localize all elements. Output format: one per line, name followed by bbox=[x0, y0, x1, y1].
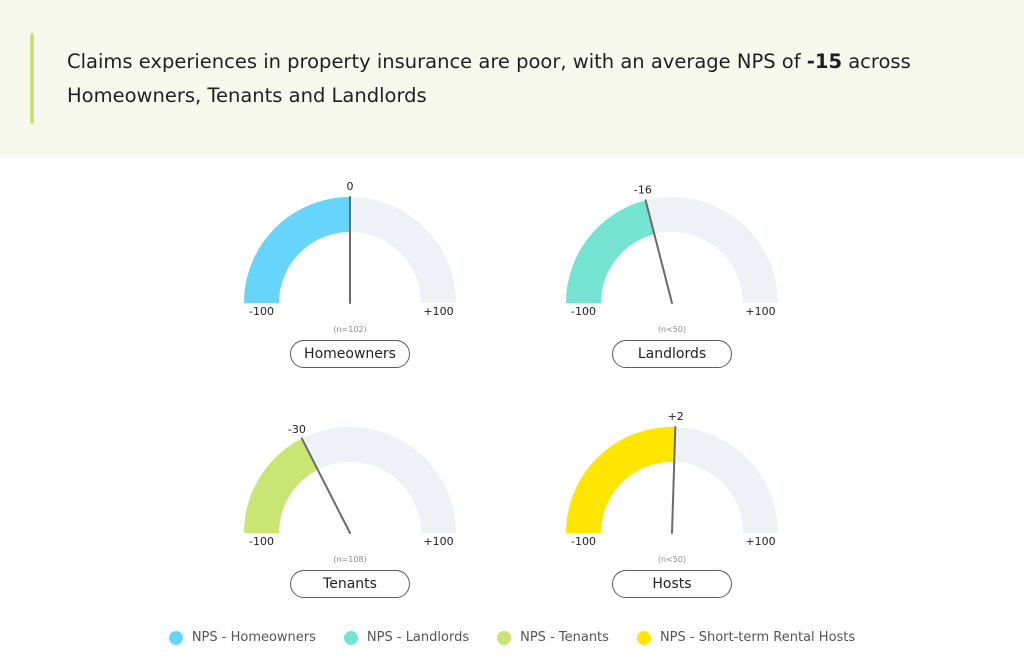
title-text-end: across Homeowners, Tenants and Landlords bbox=[67, 50, 911, 107]
gauge-fill bbox=[244, 197, 351, 304]
legend-label: NPS - Short-term Rental Hosts bbox=[659, 630, 856, 645]
page-title: Claims experiences in property insurance… bbox=[67, 45, 997, 113]
gauge-needle bbox=[300, 437, 351, 534]
gauge-min-label: -100 bbox=[571, 305, 596, 318]
gauge-hosts: +2 -100 +100 bbox=[566, 410, 778, 548]
gauge-fill bbox=[566, 200, 655, 304]
gauge-group-label: Tenants bbox=[290, 570, 410, 598]
title-text: Claims experiences in property insurance… bbox=[67, 50, 807, 73]
gauge-sample-size: (n<50) bbox=[657, 325, 687, 334]
legend-swatch bbox=[497, 630, 512, 645]
gauge-min-label: -100 bbox=[249, 535, 274, 548]
gauge-max-label: +100 bbox=[745, 535, 775, 548]
gauge-max-label: +100 bbox=[423, 305, 453, 318]
legend-label: NPS - Landlords bbox=[366, 630, 470, 645]
gauge-max-label: +100 bbox=[423, 535, 453, 548]
chart-legend: NPS - Homeowners NPS - Landlords NPS - Ten… bbox=[0, 630, 1024, 645]
legend-item: NPS - Homeowners bbox=[168, 630, 316, 645]
gauge-fill bbox=[244, 438, 319, 534]
gauge-max-label: +100 bbox=[745, 305, 775, 318]
gauge-fill bbox=[566, 427, 676, 534]
gauge-needle bbox=[671, 426, 677, 534]
gauge-group-label: Landlords bbox=[612, 340, 732, 368]
gauge-value-label: -30 bbox=[288, 423, 306, 436]
legend-swatch bbox=[636, 630, 651, 645]
gauge-value-label: -16 bbox=[634, 184, 652, 197]
gauge-min-label: -100 bbox=[571, 535, 596, 548]
gauge-sample-size: (n=108) bbox=[333, 555, 367, 564]
legend-item: NPS - Tenants bbox=[497, 630, 609, 645]
gauge-value-label: +2 bbox=[668, 410, 684, 423]
legend-swatch bbox=[168, 630, 183, 645]
gauge-value-label: 0 bbox=[347, 180, 354, 193]
gauge-group-label: Hosts bbox=[612, 570, 732, 598]
legend-item: NPS - Landlords bbox=[343, 630, 470, 645]
legend-label: NPS - Tenants bbox=[520, 630, 609, 645]
legend-item: NPS - Short-term Rental Hosts bbox=[636, 630, 856, 645]
gauge-landlords: -16 -100 +100 bbox=[566, 184, 778, 318]
gauge-group-label: Homeowners bbox=[290, 340, 410, 368]
gauge-homeowners: 0 -100 +100 bbox=[244, 180, 456, 318]
gauge-needle bbox=[644, 199, 673, 304]
gauge-min-label: -100 bbox=[249, 305, 274, 318]
header-banner: Claims experiences in property insurance… bbox=[0, 0, 1024, 158]
gauge-tenants: -30 -100 +100 bbox=[244, 423, 456, 548]
legend-label: NPS - Homeowners bbox=[191, 630, 316, 645]
gauge-sample-size: (n=102) bbox=[333, 325, 367, 334]
legend-swatch bbox=[343, 630, 358, 645]
gauge-sample-size: (n<50) bbox=[657, 555, 687, 564]
title-highlight: -15 bbox=[806, 50, 843, 73]
accent-bar bbox=[30, 33, 34, 124]
